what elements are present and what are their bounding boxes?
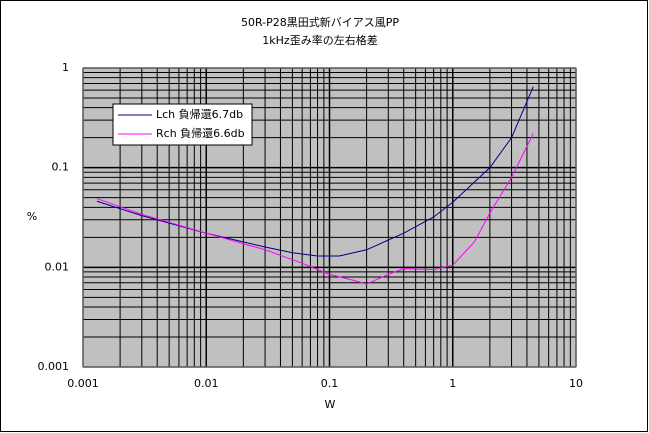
x-tick-label: 1	[449, 377, 456, 390]
x-tick-label: 0.001	[67, 377, 99, 390]
legend	[112, 103, 253, 146]
x-axis-label: W	[325, 398, 336, 411]
y-tick-label: 0.1	[52, 161, 70, 174]
y-axis-label: %	[27, 210, 37, 223]
chart-title: 50R-P28黒田式新バイアス風PP	[241, 15, 399, 29]
y-tick-label: 1	[62, 61, 69, 74]
legend-label: Lch 負帰還6.7db	[156, 108, 243, 121]
legend-label: Rch 負帰還6.6db	[156, 127, 245, 140]
x-tick-label: 0.1	[321, 377, 339, 390]
series-lines	[96, 86, 534, 285]
plot-border	[82, 67, 577, 368]
x-tick-label: 0.01	[194, 377, 219, 390]
y-tick-label: 0.001	[38, 360, 70, 373]
chart-subtitle: 1kHz歪み率の左右格差	[262, 33, 377, 47]
series-line	[96, 133, 534, 285]
x-tick-label: 10	[569, 377, 583, 390]
y-tick-label: 0.01	[45, 260, 70, 273]
